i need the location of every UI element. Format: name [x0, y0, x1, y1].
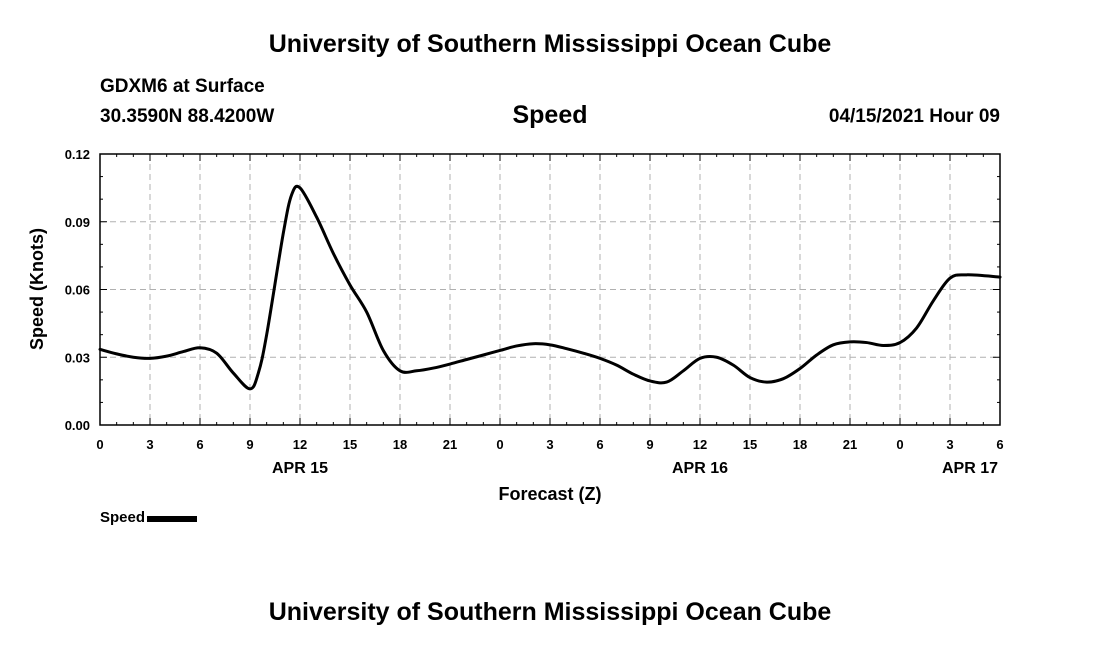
legend-swatch	[147, 516, 198, 522]
series-layer	[98, 184, 1002, 391]
x-tick-label: 0	[96, 437, 103, 452]
y-tick-label: 0.03	[65, 350, 90, 365]
plot-frame	[99, 153, 1001, 426]
date-label: APR 16	[672, 460, 728, 477]
coordinates-label: 30.3590N 88.4200W	[100, 106, 275, 127]
plot-title: Speed	[512, 101, 588, 129]
y-tick-label: 0.09	[65, 215, 90, 230]
x-tick-label: 9	[646, 437, 653, 452]
x-tick-label: 3	[146, 437, 153, 452]
x-tick-label: 21	[843, 437, 857, 452]
x-tick-label: 12	[293, 437, 307, 452]
x-tick-label: 6	[196, 437, 203, 452]
legend-label: Speed	[100, 509, 146, 526]
x-tick-label: 0	[496, 437, 503, 452]
x-tick-label: 6	[596, 437, 603, 452]
tick-labels: 0 3 6 9 12 15 18 21 0 3 6 9 12 15 18 21 0 3 6 APR 15 APR 16 A…	[65, 147, 1004, 477]
x-tick-label: 12	[693, 437, 707, 452]
x-tick-label: 0	[896, 437, 903, 452]
x-tick-label: 15	[743, 437, 757, 452]
series-line-speed	[98, 184, 1002, 391]
x-tick-label: 3	[946, 437, 953, 452]
x-axis-label: Forecast (Z)	[498, 484, 601, 504]
footer-title: University of Southern Mississippi Ocean…	[268, 598, 832, 626]
station-label: GDXM6 at Surface	[100, 76, 265, 97]
date-label: APR 15	[272, 460, 328, 477]
x-tick-label: 6	[996, 437, 1003, 452]
grid	[100, 154, 1000, 425]
x-tick-label: 15	[343, 437, 357, 452]
datetime-label: 04/15/2021 Hour 09	[828, 106, 1000, 127]
x-tick-label: 9	[246, 437, 253, 452]
y-tick-label: 0.06	[65, 283, 90, 298]
y-tick-label: 0.12	[65, 147, 90, 162]
x-tick-label: 18	[793, 437, 807, 452]
x-tick-label: 18	[393, 437, 407, 452]
chart-title: University of Southern Mississippi Ocean…	[268, 30, 832, 58]
legend: Speed	[100, 509, 198, 526]
y-axis-label: Speed (Knots)	[27, 228, 47, 350]
x-tick-label: 21	[443, 437, 457, 452]
x-tick-label: 3	[546, 437, 553, 452]
y-tick-label: 0.00	[65, 418, 90, 433]
date-label: APR 17	[942, 460, 998, 477]
